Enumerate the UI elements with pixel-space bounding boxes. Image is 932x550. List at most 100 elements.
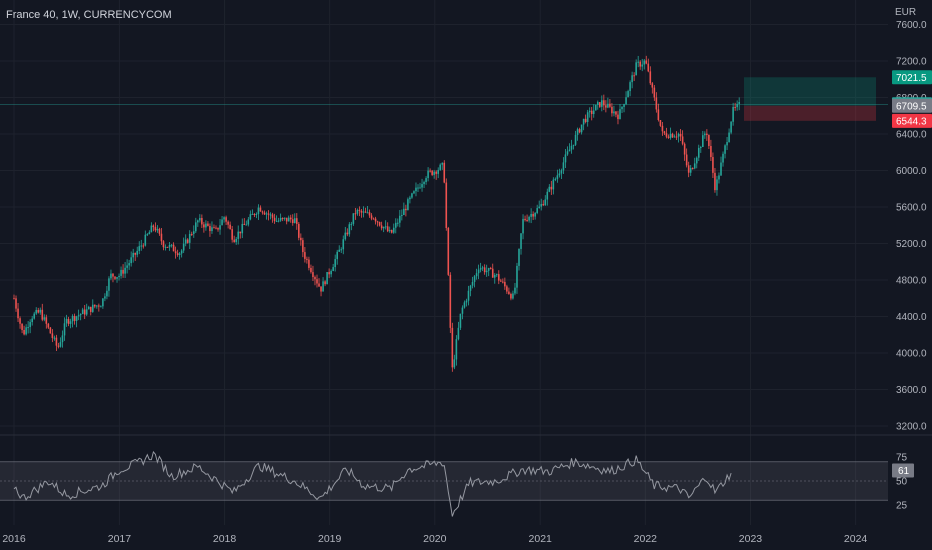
candle-body: [471, 281, 474, 286]
candle-body: [199, 218, 201, 221]
candle-body: [184, 239, 187, 244]
candle-body: [182, 243, 185, 251]
candle-body: [457, 327, 460, 340]
candle-body: [104, 296, 106, 299]
candle-body: [570, 145, 573, 150]
price-tick-label: 5200.0: [896, 239, 927, 250]
candle-body: [126, 265, 128, 268]
candle-body: [336, 251, 338, 260]
price-label-box: [892, 113, 932, 128]
candle-body: [534, 212, 536, 217]
candle-body: [162, 241, 165, 248]
time-axis[interactable]: 2016 2017 2018 2019 2020 2021 2022 2023 2024: [2, 533, 867, 545]
candle-body: [588, 110, 591, 113]
candle-body: [732, 107, 734, 122]
price-tick-label: 6000.0: [896, 166, 927, 177]
candle-body: [390, 229, 393, 233]
candle-body: [376, 221, 379, 223]
candle-body: [29, 322, 31, 328]
candle-body: [279, 217, 282, 221]
candle-body: [302, 240, 304, 253]
candle-body: [132, 252, 134, 258]
candle-body: [730, 121, 732, 133]
candle-body: [188, 233, 191, 243]
candle-body: [437, 169, 439, 174]
candle-body: [514, 287, 516, 294]
candle-body: [675, 136, 678, 138]
candle-body: [324, 281, 326, 285]
candle-body: [241, 223, 244, 234]
candle-body: [340, 249, 343, 251]
candle-body: [623, 104, 625, 107]
candle-body: [283, 217, 286, 219]
candle-body: [27, 327, 29, 329]
candle-body: [39, 309, 42, 313]
candle-body: [225, 217, 227, 222]
candle-body: [87, 306, 90, 310]
candle-body: [207, 223, 209, 226]
candle-body: [69, 321, 72, 324]
candle-body: [384, 226, 387, 228]
candle-body: [233, 239, 235, 243]
candle-body: [322, 281, 324, 292]
candle-body: [53, 337, 56, 339]
candle-body: [195, 222, 197, 232]
candle-body: [473, 276, 476, 282]
candle-body: [55, 337, 58, 346]
candle-body: [613, 111, 615, 114]
price-label-box: [892, 98, 932, 113]
candle-body: [316, 279, 318, 284]
candle-body: [702, 135, 704, 148]
candle-body: [338, 249, 341, 252]
candle-body: [358, 209, 361, 211]
candle-body: [425, 178, 427, 182]
candle-body: [211, 227, 213, 232]
candle-body: [71, 315, 74, 322]
candle-body: [708, 134, 710, 147]
candle-body: [397, 222, 399, 224]
candle-body: [411, 193, 413, 198]
candle-body: [13, 298, 15, 300]
candle-body: [102, 298, 104, 307]
candle-body: [310, 267, 312, 273]
candle-body: [479, 268, 482, 270]
candle-body: [35, 309, 38, 314]
candle-body: [83, 309, 86, 315]
candle-body: [176, 253, 179, 256]
candle-body: [156, 228, 159, 231]
candle-body: [106, 290, 108, 297]
candle-body: [439, 164, 442, 170]
candle-body: [704, 133, 706, 136]
candle-body: [360, 210, 363, 213]
candle-body: [267, 213, 270, 215]
candle-body: [697, 147, 700, 158]
candle-body: [659, 120, 662, 126]
rsi-tick-label: 50: [896, 477, 908, 488]
candle-body: [298, 223, 300, 238]
candle-body: [239, 231, 242, 234]
candle-body: [417, 187, 419, 189]
candle-body: [332, 267, 334, 272]
candle-body: [350, 223, 353, 225]
candle-body: [562, 162, 565, 171]
position-tool[interactable]: [0, 77, 888, 121]
candle-body: [710, 146, 712, 158]
grid-lines: [0, 0, 932, 525]
candle-body: [469, 285, 472, 291]
candle-body: [231, 229, 233, 240]
candle-body: [308, 259, 310, 268]
candle-body: [346, 232, 349, 235]
candle-body: [647, 63, 650, 72]
candle-body: [75, 316, 78, 321]
candle-body: [144, 234, 147, 246]
candle-body: [186, 239, 189, 243]
candle-body: [512, 293, 514, 299]
candle-body: [601, 100, 603, 107]
price-axis[interactable]: 3200.0 3600.0 4000.0 4400.0 4800.0 5200.0 5600…: [892, 20, 932, 512]
candle-body: [734, 107, 736, 109]
year-label: 2022: [634, 533, 658, 545]
candle-body: [190, 233, 193, 235]
candle-body: [136, 250, 139, 255]
candle-body: [615, 111, 617, 115]
